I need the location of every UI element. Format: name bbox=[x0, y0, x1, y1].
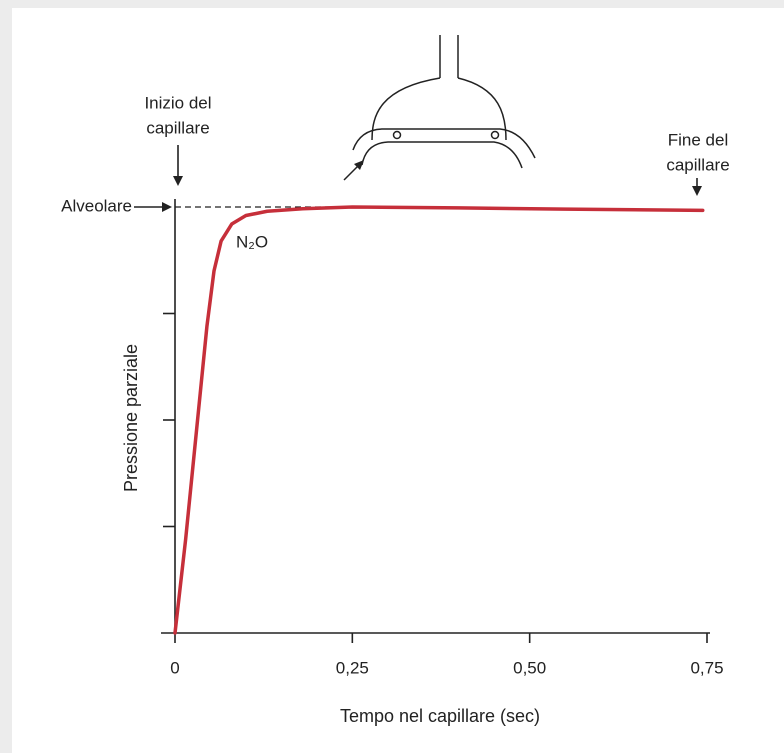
x-tick-label: 0,50 bbox=[513, 658, 546, 677]
x-tick-label: 0,75 bbox=[690, 658, 723, 677]
series-label: N₂O bbox=[236, 232, 268, 251]
annotation-arrowhead bbox=[173, 176, 183, 186]
level-label: Alveolare bbox=[61, 196, 132, 215]
series-line bbox=[173, 205, 705, 635]
x-tick-label: 0 bbox=[170, 658, 179, 677]
capillary-illustration bbox=[343, 35, 536, 181]
start-label: Inizio del bbox=[144, 93, 211, 112]
end-label: Fine del bbox=[668, 130, 728, 149]
end-label: capillare bbox=[666, 155, 729, 174]
y-axis-title: Pressione parziale bbox=[121, 344, 141, 492]
x-axis-title: Tempo nel capillare (sec) bbox=[340, 706, 540, 726]
start-label: capillare bbox=[146, 118, 209, 137]
annotation-arrowhead bbox=[692, 186, 702, 196]
level-arrowhead bbox=[162, 202, 172, 212]
x-tick-label: 0,25 bbox=[336, 658, 369, 677]
